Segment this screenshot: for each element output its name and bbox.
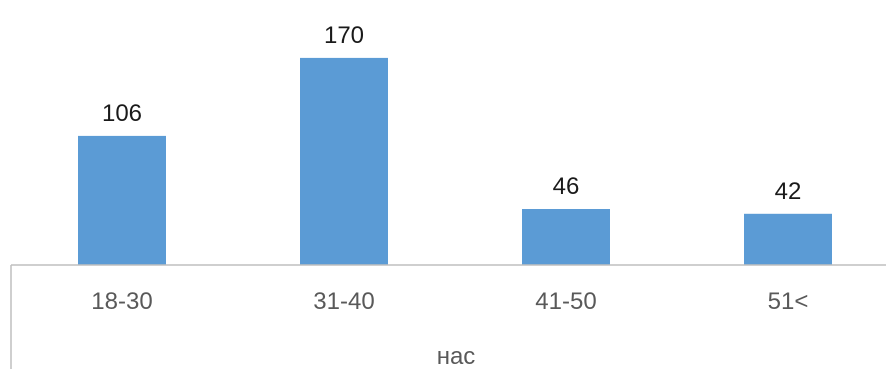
data-label-51<: 42 bbox=[775, 178, 802, 205]
x-tick-label-18-30: 18-30 bbox=[91, 288, 152, 315]
bars-layer bbox=[78, 57, 832, 266]
x-tick-labels-layer: 18-30 31-40 41-50 51< bbox=[91, 288, 808, 315]
data-label-18-30: 106 bbox=[102, 100, 142, 127]
x-tick-label-31-40: 31-40 bbox=[313, 288, 374, 315]
bar-41-50 bbox=[522, 209, 610, 265]
bar-31-40 bbox=[300, 57, 388, 266]
x-tick-label-41-50: 41-50 bbox=[535, 288, 596, 315]
data-labels-layer: 106 170 46 42 bbox=[102, 22, 801, 205]
axis-layer bbox=[10, 264, 886, 369]
x-tick-label-51<: 51< bbox=[768, 288, 809, 315]
data-label-41-50: 46 bbox=[553, 173, 580, 200]
x-axis-title: нас bbox=[437, 343, 476, 369]
data-label-31-40: 170 bbox=[324, 22, 364, 49]
bar-18-30 bbox=[78, 135, 166, 265]
bar-51< bbox=[744, 213, 832, 265]
